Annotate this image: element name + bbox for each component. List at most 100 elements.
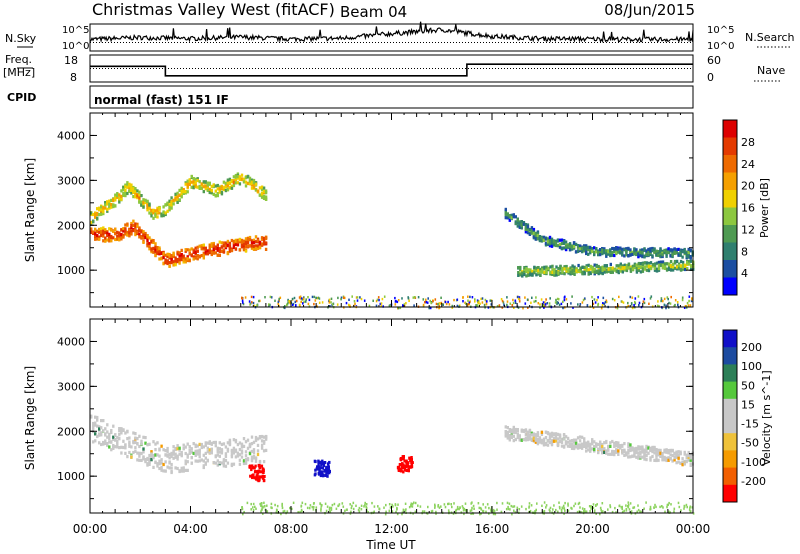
- power-cell: [242, 246, 246, 250]
- power-ground-cell: [408, 299, 410, 302]
- power-cell: [122, 188, 125, 192]
- power-cell: [607, 269, 610, 273]
- power-cell: [570, 245, 574, 250]
- velocity-cell: [208, 451, 211, 455]
- power-cell: [108, 235, 111, 239]
- power-cell: [262, 236, 266, 240]
- velocity-ground-cell: [462, 509, 465, 512]
- velocity-cell: [102, 441, 105, 445]
- power-ground-cell: [252, 295, 255, 299]
- power-cell: [116, 230, 119, 234]
- velocity-cell: [613, 441, 616, 445]
- power-ground-cell: [414, 296, 416, 299]
- power-ground-cell: [241, 299, 244, 303]
- power-ground-cell: [684, 305, 687, 308]
- power-cell: [550, 239, 554, 243]
- power-cell: [244, 180, 248, 184]
- power-ground-cell: [557, 301, 559, 305]
- velocity-cell: [108, 440, 111, 444]
- velocity-ground-cell: [417, 504, 419, 507]
- power-cell: [108, 237, 111, 241]
- velocity-cell: [254, 435, 258, 440]
- power-ground-cell: [422, 298, 425, 301]
- power-cell: [152, 216, 155, 220]
- power-ground-cell: [663, 303, 666, 306]
- power-cell: [126, 233, 129, 237]
- velocity-cell: [322, 464, 326, 468]
- power-cell: [522, 222, 526, 226]
- power-ground-cell: [563, 298, 566, 302]
- power-cell: [524, 230, 528, 234]
- power-cell: [619, 246, 622, 250]
- velocity-cell: [100, 419, 103, 423]
- power-ground-cell: [383, 295, 386, 298]
- power-cell: [144, 200, 147, 205]
- power-cell: [166, 261, 169, 266]
- velocity-cell: [675, 461, 678, 465]
- power-cell: [196, 177, 199, 181]
- velocity-cell: [216, 463, 219, 467]
- velocity-ground-cell: [680, 509, 682, 512]
- power-cell: [128, 182, 131, 186]
- power-ground-cell: [468, 301, 471, 304]
- power-cell: [232, 175, 236, 179]
- power-cell: [528, 227, 532, 232]
- velocity-cell: [506, 426, 509, 430]
- power-cell: [609, 248, 612, 252]
- velocity-cell: [144, 436, 147, 440]
- power-cell: [625, 249, 628, 253]
- power-cell: [226, 251, 230, 255]
- velocity-cell: [192, 442, 195, 446]
- power-cell: [126, 222, 129, 226]
- power-cell: [198, 184, 201, 188]
- power-cell: [236, 174, 240, 179]
- power-ground-cell: [288, 300, 290, 303]
- velocity-cell: [540, 441, 544, 445]
- power-cell: [224, 185, 228, 189]
- power-cell: [222, 244, 226, 248]
- power-ground-cell: [405, 302, 407, 305]
- velocity-cell: [130, 455, 133, 459]
- power-cell: [546, 237, 550, 241]
- velocity-ground-cell: [480, 508, 483, 511]
- velocity-cell: [190, 450, 193, 454]
- power-cell: [230, 184, 234, 188]
- velocity-ground-cell: [529, 509, 532, 513]
- velocity-ground-cell: [528, 510, 530, 514]
- colorbar-tick-label: -100: [741, 456, 766, 469]
- velocity-ground-cell: [301, 501, 304, 504]
- velocity-cell: [108, 432, 111, 436]
- power-cell: [158, 248, 161, 252]
- power-ground-cell: [667, 297, 669, 301]
- power-cell: [534, 237, 538, 241]
- velocity-ground-cell: [562, 504, 565, 508]
- velocity-ground-cell: [401, 512, 403, 516]
- velocity-cell: [325, 465, 328, 469]
- velocity-cell: [132, 450, 135, 455]
- power-cell: [146, 238, 149, 242]
- power-ground-cell: [572, 306, 574, 309]
- power-cell: [542, 238, 546, 242]
- power-cell: [224, 244, 228, 248]
- velocity-cell: [399, 457, 402, 461]
- power-cell: [248, 235, 252, 240]
- power-cell: [554, 239, 558, 243]
- velocity-ground-cell: [563, 507, 566, 510]
- power-cell: [196, 249, 199, 253]
- power-cell: [262, 194, 266, 198]
- power-cell: [647, 269, 651, 273]
- velocity-cell: [148, 442, 151, 446]
- power-ground-cell: [305, 298, 307, 301]
- power-cell: [154, 242, 157, 246]
- nave-label: Nave: [757, 64, 785, 77]
- power-cell: [174, 192, 177, 196]
- velocity-ground-cell: [541, 504, 543, 507]
- velocity-cell: [108, 437, 111, 441]
- power-cell: [176, 250, 179, 254]
- power-cell: [555, 269, 558, 273]
- power-cell: [110, 236, 113, 240]
- power-ground-cell: [558, 303, 561, 306]
- power-cell: [504, 213, 507, 217]
- power-cell: [546, 240, 550, 244]
